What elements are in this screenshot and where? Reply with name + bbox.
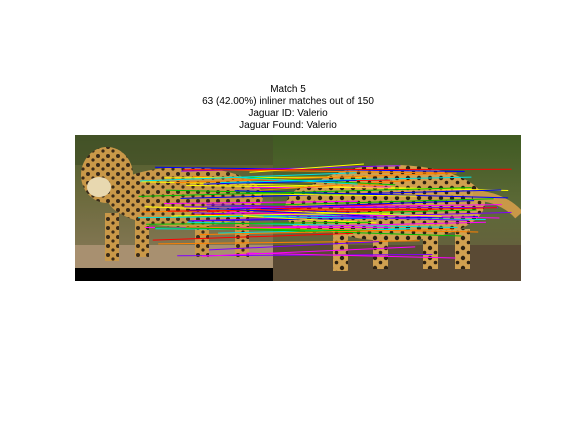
match-line	[183, 169, 512, 170]
title-jaguar-found: Jaguar Found: Valerio	[0, 120, 576, 132]
figure-title: Match 5 63 (42.00%) inliner matches out …	[0, 84, 576, 132]
inlier-match-lines	[75, 135, 521, 281]
match-figure	[75, 135, 521, 281]
title-inlier-summary: 63 (42.00%) inliner matches out of 150	[0, 96, 576, 108]
title-jaguar-id: Jaguar ID: Valerio	[0, 108, 576, 120]
title-match-number: Match 5	[0, 84, 576, 96]
match-line	[153, 233, 353, 240]
match-line	[158, 241, 420, 244]
